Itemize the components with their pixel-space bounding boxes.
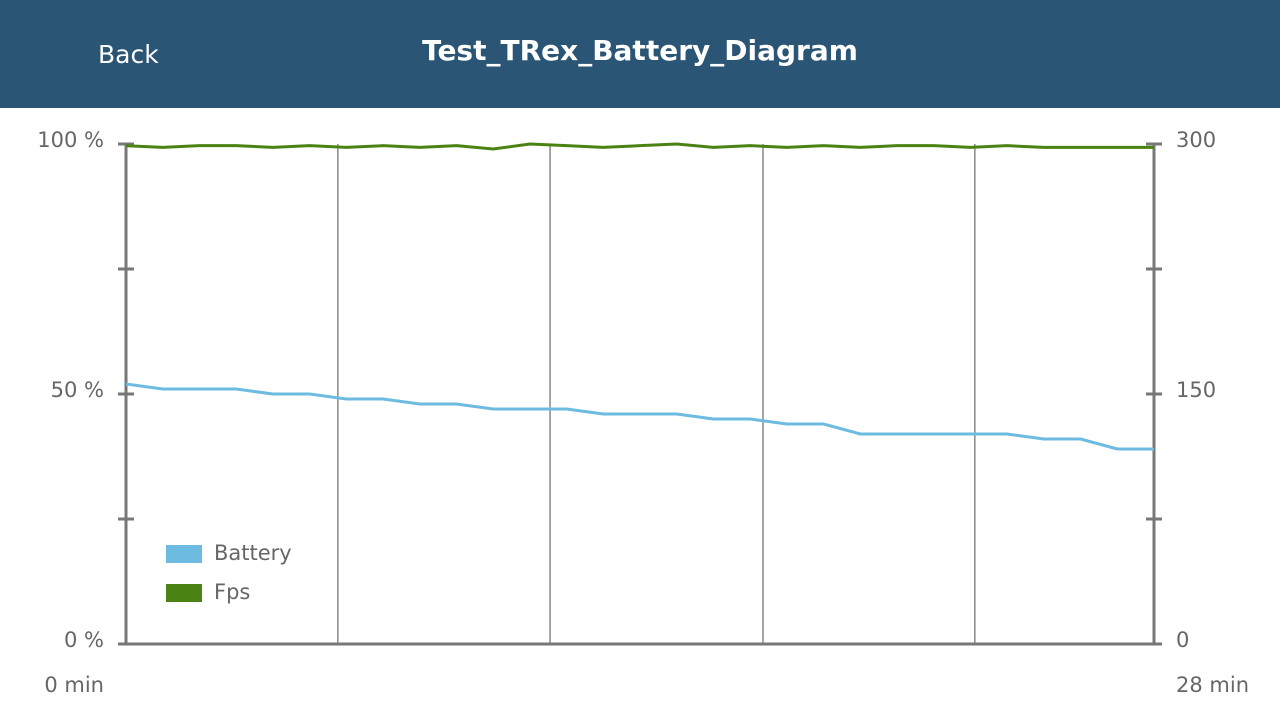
y-tick-label: 100 % xyxy=(37,128,104,152)
series-line xyxy=(125,142,1154,151)
series-line xyxy=(125,382,1154,451)
header-bar: Back Test_TRex_Battery_Diagram xyxy=(0,0,1280,108)
y-tick-label: 50 % xyxy=(51,378,104,402)
y2-tick-label: 150 xyxy=(1176,378,1216,402)
x-tick-label: 0 min xyxy=(44,673,104,697)
page-title: Test_TRex_Battery_Diagram xyxy=(422,34,858,67)
y2-tick-label: 300 xyxy=(1176,128,1216,152)
back-button[interactable]: Back xyxy=(98,40,159,69)
y2-tick-label: 0 xyxy=(1176,628,1189,652)
legend-label: Battery xyxy=(214,541,292,565)
y-tick-label: 0 % xyxy=(64,628,104,652)
legend-label: Fps xyxy=(214,580,250,604)
x-tick-label: 28 min xyxy=(1176,673,1249,697)
legend-swatch xyxy=(166,584,202,602)
legend-swatch xyxy=(166,545,202,563)
